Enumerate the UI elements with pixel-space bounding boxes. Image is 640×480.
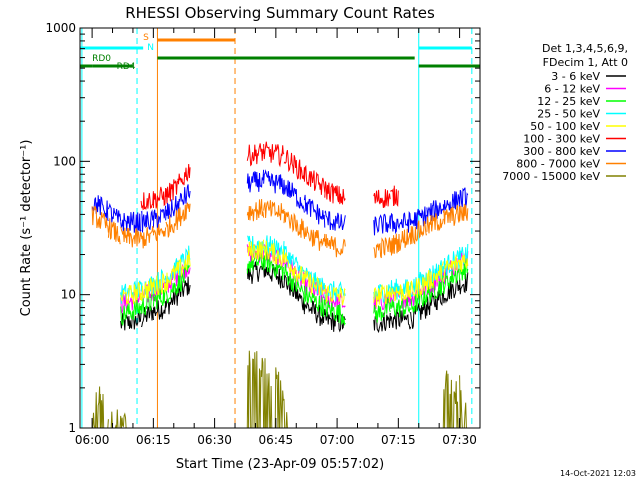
- series-line: [120, 260, 469, 334]
- flag-label: RD4: [117, 62, 136, 72]
- flag-label: S: [143, 33, 149, 43]
- x-tick-label: 07:00: [320, 433, 355, 447]
- legend-entry-label: 3 - 6 keV: [551, 70, 600, 83]
- legend-entry-label: 7000 - 15000 keV: [502, 170, 600, 183]
- y-tick-label: 1000: [45, 21, 76, 35]
- x-tick-label: 06:30: [197, 433, 232, 447]
- x-tick-label: 07:30: [442, 433, 477, 447]
- y-tick-label: 100: [53, 154, 76, 168]
- legend-entry-label: 300 - 800 keV: [523, 145, 600, 158]
- chart-title: RHESSI Observing Summary Count Rates: [125, 4, 435, 22]
- x-tick-label: 06:45: [259, 433, 294, 447]
- legend-entry-label: 25 - 50 keV: [537, 108, 600, 121]
- legend-entry-label: 100 - 300 keV: [523, 133, 600, 146]
- series-line: [120, 239, 469, 308]
- x-tick-label: 07:15: [381, 433, 416, 447]
- footer-timestamp: 14-Oct-2021 12:03: [560, 469, 636, 478]
- flag-label: N: [147, 43, 154, 53]
- legend-entry-label: 800 - 7000 keV: [516, 158, 600, 171]
- legend-entry-label: 6 - 12 keV: [544, 83, 600, 96]
- y-tick-label: 1: [68, 421, 76, 435]
- legend-entry-label: 50 - 100 keV: [530, 120, 600, 133]
- x-axis-label: Start Time (23-Apr-09 05:57:02): [176, 457, 384, 472]
- flag-label: RD0: [92, 54, 111, 64]
- y-axis-label: Count Rate (s⁻¹ detector⁻¹): [19, 140, 34, 317]
- legend-header-line-1: Det 1,3,4,5,6,9,: [542, 42, 628, 55]
- x-tick-label: 06:15: [136, 433, 171, 447]
- series-line: [92, 350, 468, 428]
- y-tick-label: 10: [61, 288, 76, 302]
- series-line: [140, 141, 399, 211]
- series-line: [91, 198, 469, 259]
- legend-header-line-2: FDecim 1, Att 0: [543, 56, 628, 69]
- x-tick-label: 06:00: [75, 433, 110, 447]
- legend: Det 1,3,4,5,6,9, FDecim 1, Att 0 3 - 6 k…: [502, 42, 628, 183]
- plot-frame: [79, 27, 481, 429]
- legend-entry-label: 12 - 25 keV: [537, 95, 600, 108]
